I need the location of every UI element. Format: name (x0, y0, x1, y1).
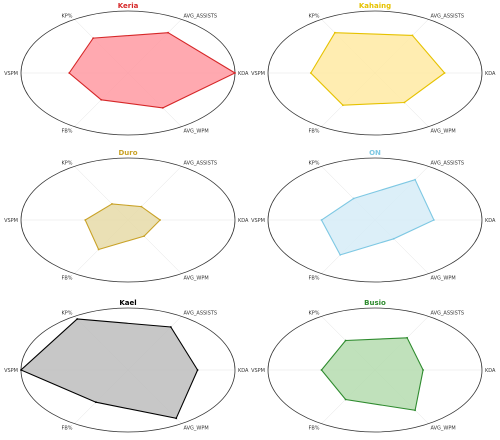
series-polygon-busio (320, 337, 424, 411)
panel-title: Kael (119, 299, 136, 307)
data-point-fb% (344, 398, 347, 401)
axis-label-avg_assists: AVG_ASSISTS (184, 160, 218, 166)
data-point-avg_wpm (143, 235, 146, 238)
axis-label-avg_wpm: AVG_WPM (184, 426, 209, 432)
panel-title: Kahaing (359, 2, 391, 10)
radar-frame (267, 10, 483, 136)
data-point-avg_wpm (392, 237, 395, 240)
axis-label-vspm: VSPM (251, 368, 265, 374)
data-point-fb% (95, 401, 97, 404)
data-point-avg_assists (411, 34, 414, 37)
data-point-avg_wpm (175, 417, 178, 420)
panel-title: Keria (118, 2, 139, 10)
data-point-kp% (352, 197, 355, 200)
series-polygon-kael (19, 318, 199, 419)
axis-label-fb%: FB% (308, 276, 319, 282)
radar-frame (267, 157, 483, 283)
axis-label-vspm: VSPM (4, 71, 18, 77)
data-point-vspm (84, 219, 87, 221)
axis-label-avg_wpm: AVG_WPM (184, 129, 209, 135)
series-polygon-duro (84, 203, 161, 251)
data-point-vspm (20, 369, 22, 371)
data-point-vspm (320, 369, 323, 371)
axis-label-avg_assists: AVG_ASSISTS (184, 310, 218, 316)
series-polygon-on (320, 179, 435, 256)
series-polygon-kahaing (310, 32, 446, 106)
axis-label-vspm: VSPM (4, 218, 18, 224)
data-point-fb% (339, 254, 342, 256)
data-point-avg_wpm (161, 107, 164, 109)
data-point-fb% (342, 104, 344, 107)
axis-label-kp%: KP% (308, 13, 319, 19)
data-point-kda (422, 369, 424, 371)
data-point-kda (433, 219, 435, 221)
data-point-avg_wpm (403, 101, 406, 104)
data-point-kp% (111, 203, 113, 205)
data-point-vspm (309, 72, 312, 74)
axis-label-avg_wpm: AVG_WPM (431, 129, 456, 135)
data-point-fb% (100, 98, 103, 101)
axis-label-vspm: VSPM (251, 71, 265, 77)
axis-label-fb%: FB% (61, 426, 72, 432)
axis-label-fb%: FB% (308, 129, 319, 135)
axis-label-avg_assists: AVG_ASSISTS (431, 310, 465, 316)
axis-label-vspm: VSPM (4, 368, 18, 374)
axis-label-vspm: VSPM (251, 218, 265, 224)
axis-label-kp%: KP% (308, 160, 319, 166)
radar-frame (20, 157, 236, 283)
data-point-kda (443, 72, 446, 74)
radar-frame (267, 307, 483, 433)
axis-label-avg_assists: AVG_ASSISTS (184, 13, 218, 19)
radar-panel-busio: KDA AVG_ASSISTS KP% VSPM FB% AVG_WPM Busio (251, 299, 496, 433)
data-point-avg_assists (140, 205, 143, 208)
radar-panel-kahaing: KDA AVG_ASSISTS KP% VSPM FB% AVG_WPM Kahaing (251, 2, 496, 136)
radar-panel-on: KDA AVG_ASSISTS KP% VSPM FB% AVG_WPM ON (251, 149, 496, 283)
data-point-kda (234, 72, 236, 74)
axis-label-avg_wpm: AVG_WPM (431, 426, 456, 432)
series-polygon-keria (68, 32, 237, 109)
data-point-vspm (320, 219, 323, 221)
data-point-kda (196, 369, 199, 371)
axis-label-kp%: KP% (308, 310, 319, 316)
radar-panel-duro: KDA AVG_ASSISTS KP% VSPM FB% AVG_WPM Duro (4, 149, 249, 283)
axis-label-kda: KDA (485, 71, 496, 77)
axis-label-kp%: KP% (61, 160, 72, 166)
axis-label-avg_assists: AVG_ASSISTS (431, 160, 465, 166)
axis-label-kda: KDA (485, 218, 496, 224)
data-point-kp% (334, 31, 336, 34)
axis-label-fb%: FB% (61, 276, 72, 282)
radar-panel-keria: KDA AVG_ASSISTS KP% VSPM FB% AVG_WPM Keria (4, 2, 249, 136)
axis-label-kda: KDA (238, 368, 249, 374)
axis-label-kp%: KP% (61, 13, 72, 19)
axis-label-kda: KDA (485, 368, 496, 374)
axis-label-avg_wpm: AVG_WPM (431, 276, 456, 282)
data-point-kp% (92, 37, 95, 39)
axis-label-kp%: KP% (61, 310, 72, 316)
data-point-avg_assists (167, 31, 170, 34)
axis-label-kda: KDA (238, 71, 249, 77)
panel-title: Duro (118, 149, 137, 157)
radar-panel-kael: KDA AVG_ASSISTS KP% VSPM FB% AVG_WPM Kael (4, 299, 249, 433)
axis-label-fb%: FB% (61, 129, 72, 135)
axis-label-fb%: FB% (308, 426, 319, 432)
data-point-fb% (97, 248, 100, 251)
axis-label-kda: KDA (238, 218, 249, 224)
data-point-avg_assists (414, 178, 416, 181)
data-point-avg_assists (406, 336, 408, 339)
panel-title: Busio (364, 299, 386, 307)
data-point-vspm (68, 72, 71, 74)
data-point-kp% (76, 318, 79, 320)
data-point-avg_wpm (414, 409, 416, 412)
data-point-avg_assists (169, 326, 172, 328)
axis-label-avg_wpm: AVG_WPM (184, 276, 209, 282)
data-point-kp% (344, 339, 347, 342)
data-point-kda (159, 219, 162, 221)
panel-title: ON (369, 149, 381, 157)
axis-label-avg_assists: AVG_ASSISTS (431, 13, 465, 19)
